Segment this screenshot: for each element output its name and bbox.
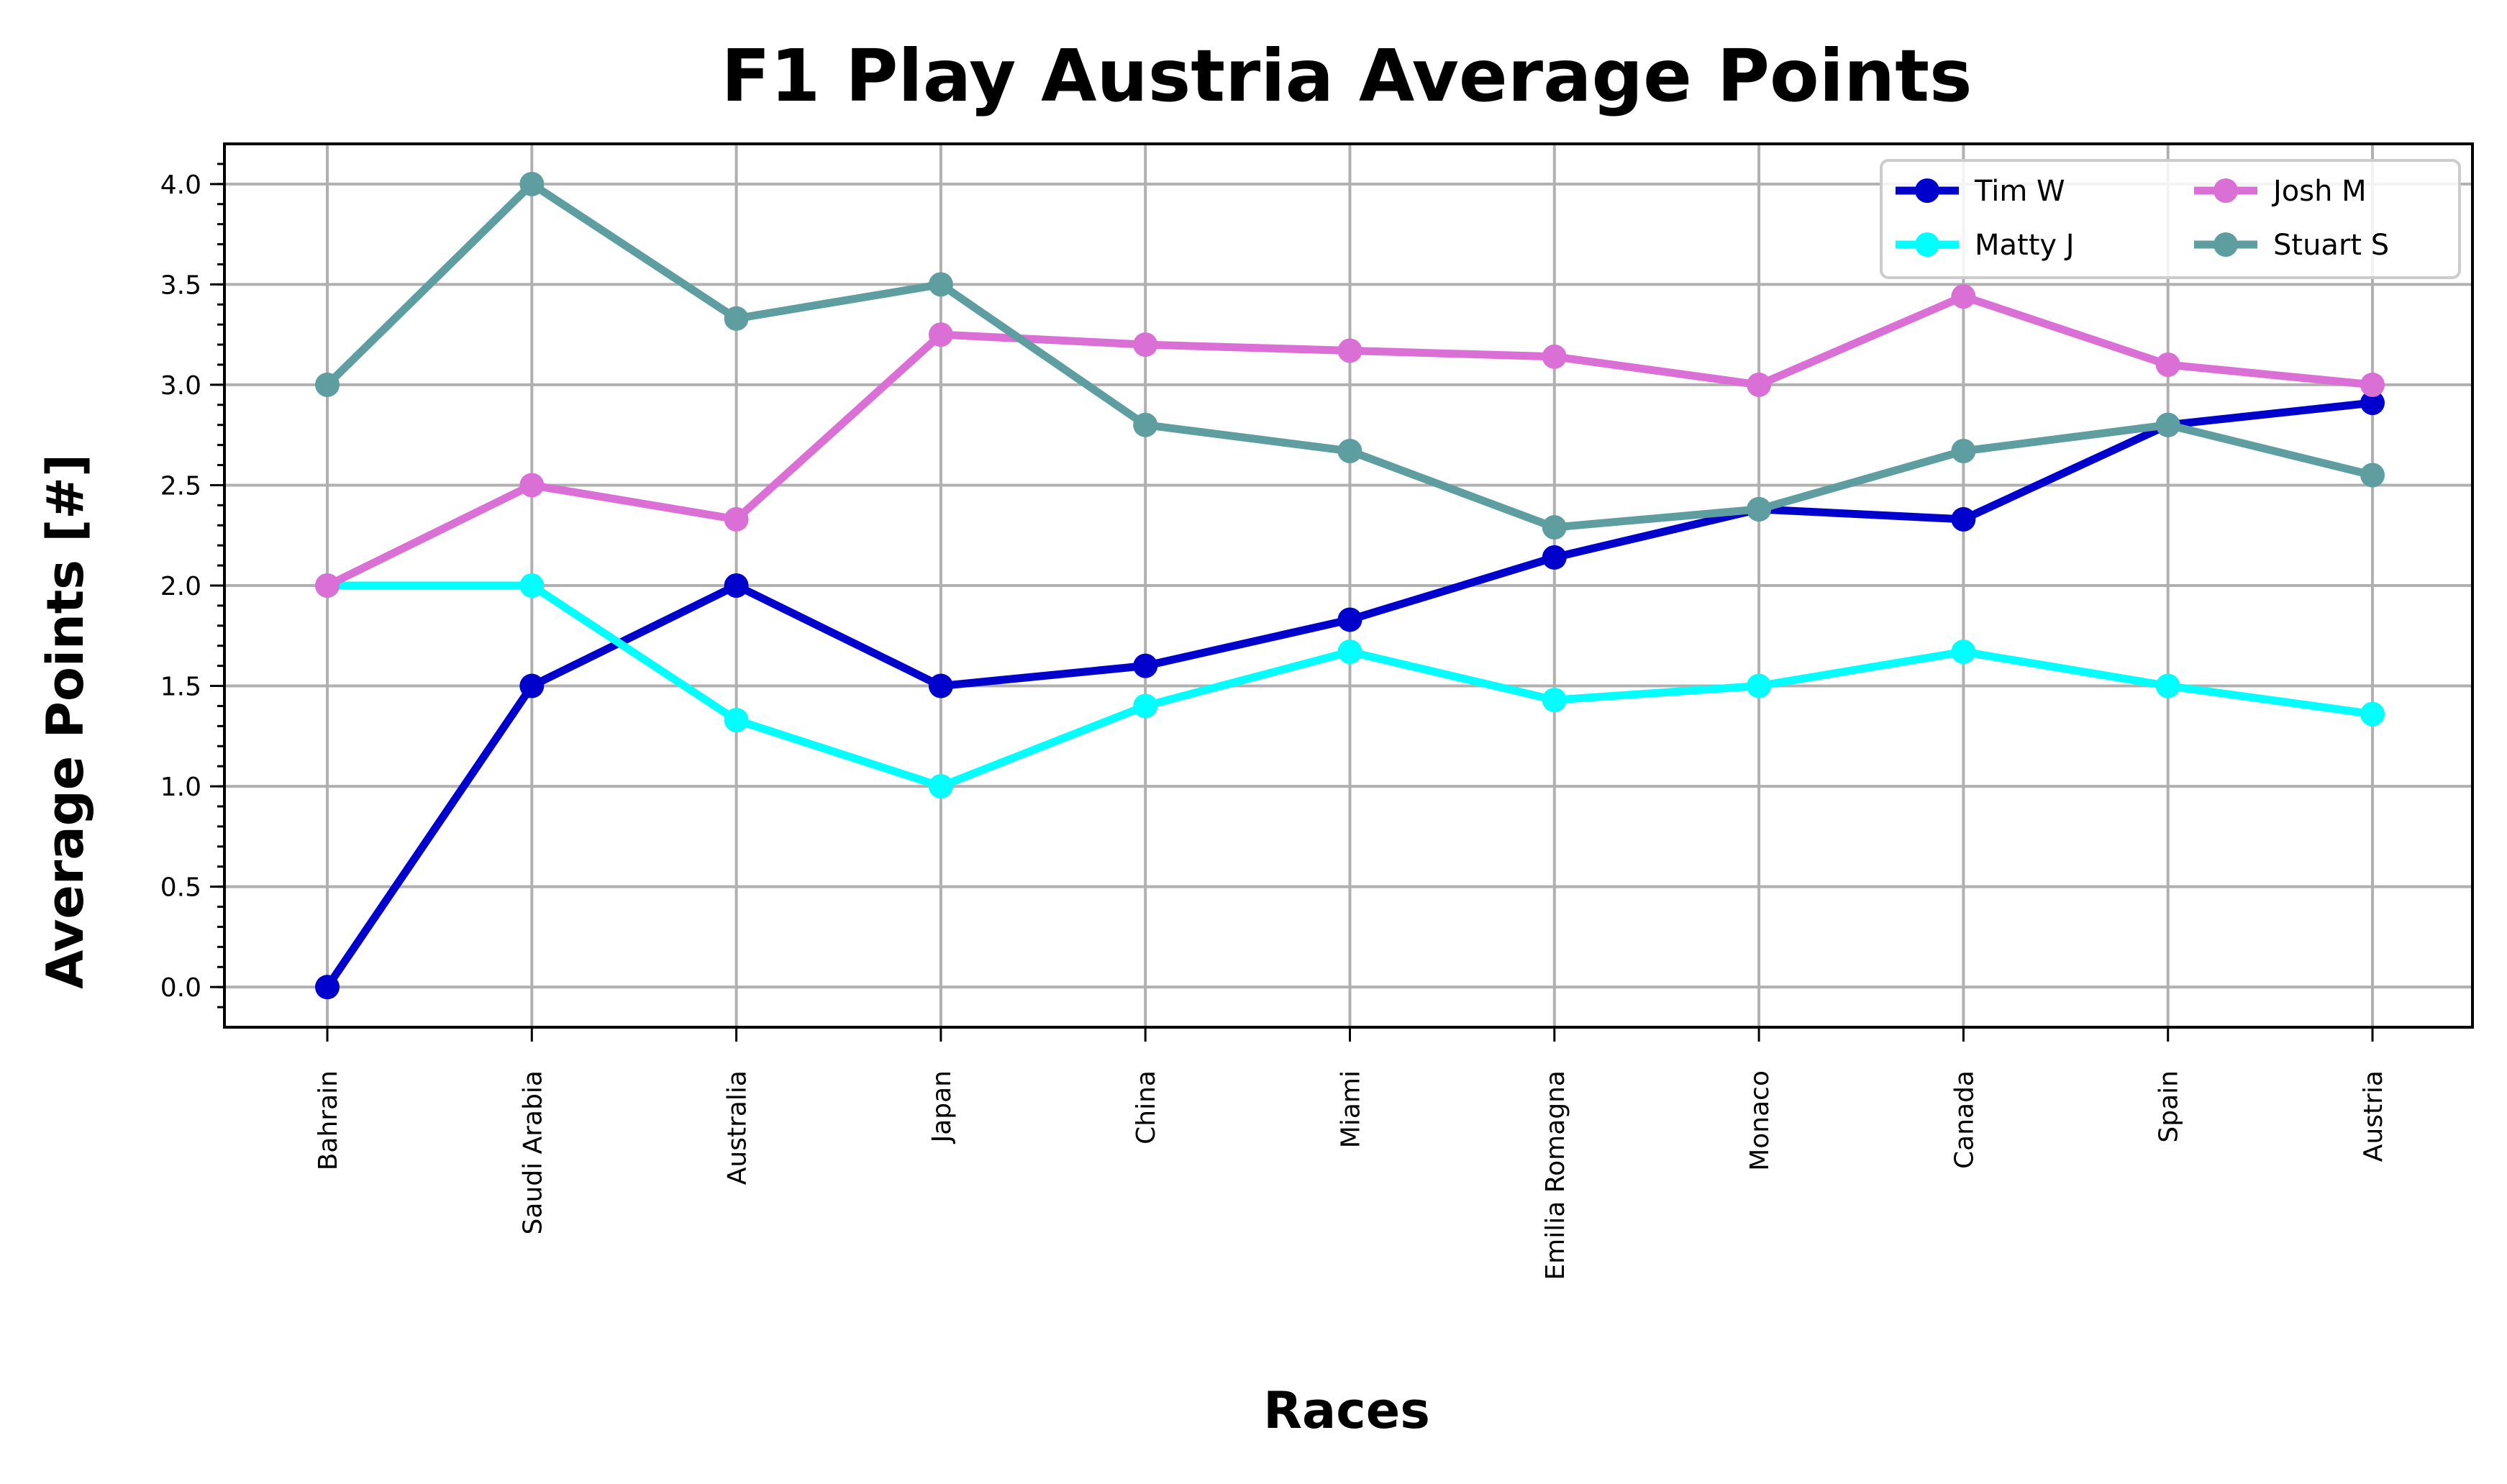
data-point-s2-5 [1337, 338, 1362, 363]
grid-lines [224, 144, 2472, 1027]
data-point-s3-5 [1337, 439, 1362, 464]
data-point-s3-6 [1542, 515, 1567, 540]
data-point-s2-9 [2155, 352, 2180, 377]
x-tick-label-6: Emilia Romagna [1541, 1070, 1570, 1280]
legend-swatch-marker-2 [2213, 178, 2238, 203]
x-tick-label-3: Japan [927, 1070, 957, 1144]
x-tick-label-10: Austria [2359, 1070, 2388, 1162]
data-point-s2-4 [1133, 332, 1158, 358]
data-point-s3-8 [1951, 439, 1976, 464]
data-point-s3-3 [928, 272, 953, 297]
y-tick-label-6: 3.0 [160, 371, 201, 401]
legend-box [1880, 159, 2461, 279]
x-axis-label: Races [1263, 1381, 1430, 1440]
data-point-s1-8 [1951, 639, 1976, 665]
data-point-s2-1 [519, 473, 545, 498]
y-tick-label-1: 0.5 [160, 873, 201, 903]
data-point-s0-1 [519, 673, 545, 698]
data-point-s1-3 [928, 774, 953, 799]
data-point-s1-6 [1542, 688, 1567, 713]
data-point-s0-2 [724, 573, 749, 598]
x-tick-label-5: Miami [1337, 1070, 1366, 1148]
x-tick-label-8: Canada [1949, 1070, 1979, 1169]
x-tick-label-2: Australia [723, 1070, 752, 1185]
data-point-s3-2 [724, 306, 749, 331]
legend-swatch-marker-3 [2213, 232, 2238, 257]
data-point-s1-5 [1337, 639, 1362, 665]
data-point-s1-9 [2155, 673, 2180, 698]
x-tick-label-9: Spain [2155, 1070, 2184, 1143]
x-tick-label-1: Saudi Arabia [518, 1070, 547, 1234]
y-tick-label-4: 2.0 [160, 572, 201, 601]
data-point-s1-2 [724, 707, 749, 732]
data-point-s2-7 [1747, 372, 1772, 397]
data-point-s3-1 [519, 171, 545, 196]
data-point-s1-7 [1747, 673, 1772, 698]
legend-label-0: Tim W [1974, 175, 2065, 208]
y-tick-label-5: 2.5 [160, 471, 201, 501]
data-point-s3-7 [1747, 496, 1772, 522]
plot-series [315, 171, 2385, 1000]
legend-label-2: Josh M [2271, 175, 2367, 208]
legend: Tim W Matty J Josh M Stuart S [1880, 159, 2461, 279]
data-point-s3-4 [1133, 412, 1158, 437]
data-point-s0-5 [1337, 607, 1362, 632]
x-tick-label-4: China [1132, 1070, 1161, 1144]
data-point-s1-4 [1133, 693, 1158, 719]
data-point-s3-0 [315, 372, 340, 397]
legend-swatch-marker-0 [1915, 178, 1939, 203]
legend-label-1: Matty J [1975, 229, 2075, 262]
data-point-s0-0 [315, 975, 340, 1000]
data-point-s2-10 [2360, 372, 2385, 397]
y-tick-label-0: 0.0 [160, 973, 201, 1003]
data-point-s0-4 [1133, 653, 1158, 678]
y-tick-label-2: 1.0 [160, 773, 201, 802]
legend-swatch-marker-1 [1915, 232, 1939, 257]
legend-label-3: Stuart S [2273, 229, 2389, 262]
y-axis-label: Average Points [#] [36, 454, 95, 989]
x-tick-label-7: Monaco [1745, 1070, 1775, 1171]
y-tick-label-8: 4.0 [160, 170, 201, 200]
data-point-s1-10 [2360, 701, 2385, 727]
data-point-s2-8 [1951, 284, 1976, 309]
data-point-s1-1 [519, 573, 545, 598]
data-point-s0-6 [1542, 545, 1567, 570]
x-axis: Bahrain Saudi Arabia Australia Japan China Mi… [314, 1027, 2388, 1280]
chart-title: F1 Play Austria Average Points [721, 34, 1972, 118]
data-point-s2-0 [315, 573, 340, 598]
data-point-s0-3 [928, 673, 953, 698]
data-point-s2-3 [928, 322, 953, 347]
data-point-s2-2 [724, 506, 749, 532]
y-axis: 0.0 0.5 1.0 1.5 2.0 2.5 3.0 3.5 4.0 [160, 163, 224, 1009]
data-point-s3-10 [2360, 463, 2385, 488]
x-tick-label-0: Bahrain [314, 1070, 343, 1170]
data-point-s2-6 [1542, 344, 1567, 369]
data-point-s0-10 [2360, 391, 2385, 416]
y-tick-label-7: 3.5 [160, 270, 201, 300]
data-point-s0-8 [1951, 506, 1976, 532]
y-tick-label-3: 1.5 [160, 673, 201, 702]
data-point-s3-9 [2155, 412, 2180, 437]
